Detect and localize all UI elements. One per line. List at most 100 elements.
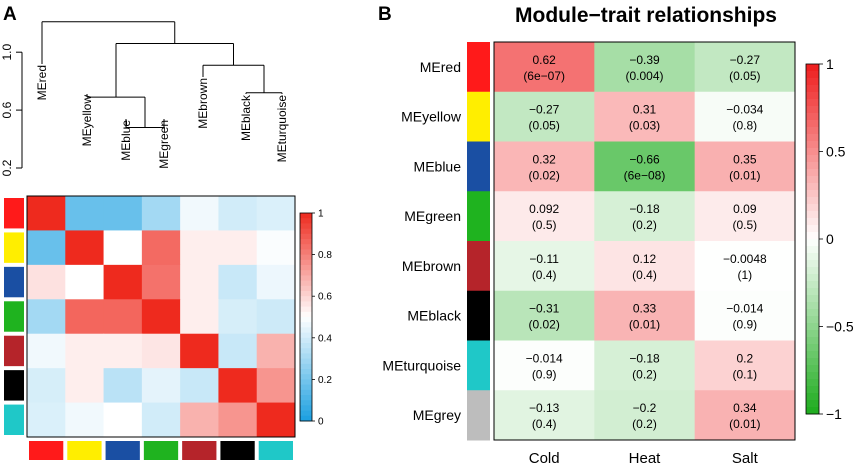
row-color-bar-blue — [4, 266, 24, 298]
trait-cell — [494, 141, 595, 192]
legend-swatch — [806, 134, 819, 142]
legend-swatch — [806, 120, 819, 128]
legend-swatch — [806, 211, 819, 219]
legend-tick-label: 0.2 — [318, 375, 332, 386]
heatmap-cell — [218, 264, 258, 300]
trait-col-label: Cold — [529, 450, 560, 467]
trait-cell — [594, 91, 696, 142]
trait-correlation: 0.09 — [733, 202, 757, 216]
dendrogram-leaf-label: MEred — [35, 65, 49, 100]
trait-cell — [494, 390, 595, 441]
heatmap-cell — [65, 264, 105, 300]
legend-swatch — [300, 233, 312, 240]
legend-swatch — [300, 332, 312, 339]
legend-swatch — [300, 358, 312, 365]
legend-swatch — [806, 323, 819, 331]
legend-swatch — [806, 267, 819, 275]
legend-swatch — [300, 384, 312, 391]
legend-swatch — [300, 291, 312, 297]
heatmap-cell — [141, 299, 181, 335]
row-color-bar-yellow — [4, 232, 24, 263]
legend-swatch — [300, 405, 312, 411]
legend-swatch — [300, 249, 312, 255]
legend-tick-label: 0.4 — [318, 333, 332, 344]
heatmap-cell — [180, 264, 219, 300]
legend-swatch — [806, 302, 819, 310]
legend-swatch — [300, 311, 312, 318]
col-color-bar-brown — [182, 441, 217, 460]
trait-pvalue: (6e−07) — [523, 69, 565, 83]
trait-correlation: −0.66 — [629, 152, 660, 166]
trait-correlation: 0.62 — [532, 53, 556, 67]
legend-swatch — [806, 183, 819, 191]
legend-swatch — [806, 232, 819, 240]
trait-correlation-legend: 1 0.5 0 −0.5 −1 — [805, 56, 854, 422]
trait-cell — [694, 290, 796, 341]
legend-swatch — [806, 351, 819, 359]
legend-swatch — [806, 64, 819, 72]
legend-swatch — [300, 327, 312, 333]
trait-row-color-black — [467, 290, 490, 341]
legend-swatch — [806, 253, 819, 261]
trait-row-color-brown — [467, 241, 490, 292]
legend-swatch — [806, 246, 819, 254]
heatmap-cell — [27, 333, 66, 369]
legend-swatch — [300, 353, 312, 359]
dendrogram-leaf-label: MEturquoise — [275, 95, 289, 163]
trait-row-color-blue — [467, 141, 490, 192]
legend-swatch — [806, 141, 819, 149]
legend-swatch — [806, 162, 819, 170]
heatmap-cell — [218, 196, 258, 231]
legend-swatch — [300, 223, 312, 229]
heatmap-cell — [103, 264, 143, 300]
heatmap-cell — [218, 299, 258, 335]
legend-swatch — [300, 379, 312, 385]
legend-swatch — [806, 78, 819, 86]
heatmap-cell — [65, 402, 105, 438]
legend-swatch — [300, 415, 312, 422]
trait-cell — [694, 340, 796, 391]
trait-cell — [494, 191, 595, 242]
legend-swatch — [806, 176, 819, 184]
y-tick-label: 0.6 — [0, 101, 14, 118]
legend-swatch — [806, 106, 819, 114]
trait-pvalue: (0.2) — [632, 367, 657, 381]
trait-pvalue: (1) — [737, 268, 752, 282]
legend-swatch — [806, 71, 819, 79]
trait-cell — [594, 42, 696, 93]
trait-pvalue: (0.004) — [625, 69, 663, 83]
heatmap-cell — [256, 264, 296, 300]
trait-correlation: −0.13 — [529, 401, 560, 415]
heatmap-cell — [256, 402, 296, 438]
trait-pvalue: (0.03) — [629, 119, 660, 133]
legend-swatch — [806, 330, 819, 338]
legend-swatch — [806, 113, 819, 121]
y-tick-label: 1.0 — [0, 44, 14, 61]
trait-pvalue: (0.8) — [732, 119, 757, 133]
legend-swatch — [806, 365, 819, 373]
dendrogram-leaf-label: MEbrown — [196, 78, 210, 129]
heatmap-cell — [27, 402, 66, 438]
trait-pvalue: (0.1) — [732, 367, 757, 381]
trait-row-color-red — [467, 42, 490, 93]
trait-correlation: 0.34 — [733, 401, 757, 415]
legend-swatch — [806, 358, 819, 366]
legend-swatch — [806, 288, 819, 296]
trait-pvalue: (0.2) — [632, 417, 657, 431]
col-color-bar-green — [143, 441, 179, 460]
legend-swatch — [806, 204, 819, 212]
trait-correlation: −0.27 — [529, 103, 560, 117]
legend-tick-label: 1 — [318, 209, 324, 220]
legend-swatch — [806, 85, 819, 93]
legend-swatch — [300, 322, 312, 328]
trait-col-label: Salt — [732, 450, 759, 467]
trait-pvalue: (0.5) — [732, 218, 757, 232]
trait-cell — [694, 42, 796, 93]
heatmap-cell — [180, 402, 219, 438]
legend-tick-label: 0 — [826, 231, 834, 247]
trait-row-label: MEred — [420, 59, 461, 75]
legend-swatch — [300, 317, 312, 323]
trait-correlation: −0.014 — [526, 351, 563, 365]
legend-swatch — [300, 301, 312, 307]
legend-swatch — [806, 197, 819, 205]
